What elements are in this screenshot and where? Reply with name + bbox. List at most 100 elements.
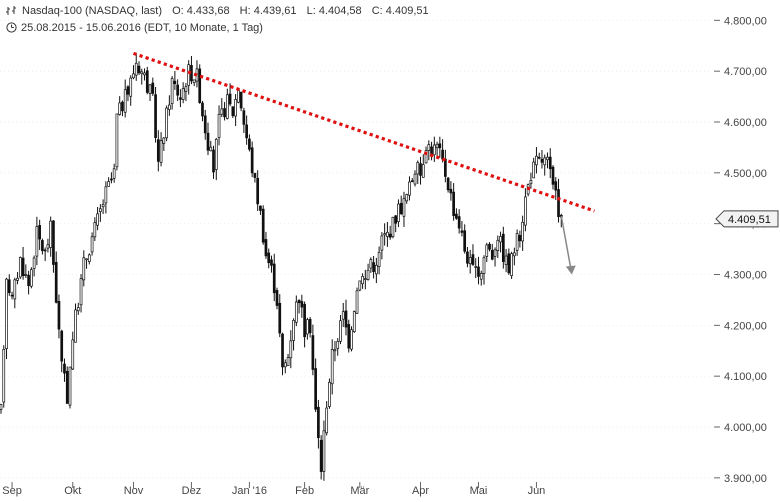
candle-down xyxy=(477,266,480,277)
high-value: 4.439,61 xyxy=(253,5,297,17)
candle-down xyxy=(54,261,58,303)
candle-down xyxy=(43,249,47,252)
candle-up xyxy=(535,155,538,166)
candle-up xyxy=(93,222,97,238)
candle-up xyxy=(49,220,53,248)
candle-up xyxy=(234,99,237,117)
candle-up xyxy=(375,264,378,275)
candle-up xyxy=(76,307,80,312)
candle-up xyxy=(286,357,290,366)
candle-down xyxy=(300,301,304,308)
candle-up xyxy=(140,71,144,75)
y-tick-label: 4.000,00 xyxy=(724,422,767,434)
candle-down xyxy=(488,243,491,250)
candle-up xyxy=(104,186,108,204)
candle-down xyxy=(223,108,226,118)
candle-up xyxy=(32,257,36,269)
candle-up xyxy=(143,72,146,76)
candle-down xyxy=(347,324,351,349)
candle-down xyxy=(272,263,276,294)
y-tick-label: 4.600,00 xyxy=(724,117,767,129)
candle-up xyxy=(132,73,135,79)
candle-down xyxy=(121,101,124,112)
candle-up xyxy=(165,107,168,139)
candle-down xyxy=(557,189,560,217)
candle-up xyxy=(328,381,331,407)
projection-arrow-line[interactable] xyxy=(560,215,572,269)
candle-up xyxy=(330,349,334,385)
candle-up xyxy=(24,274,28,276)
candle-down xyxy=(449,188,453,194)
candle-down xyxy=(137,65,141,74)
candle-down xyxy=(242,110,246,125)
open-label: O: xyxy=(172,5,184,17)
candle-up xyxy=(336,341,340,349)
candle-down xyxy=(438,143,442,149)
candle-down xyxy=(126,86,130,95)
candle-up xyxy=(115,113,119,168)
candle-up xyxy=(68,366,72,406)
last-value-tag[interactable] xyxy=(715,210,779,228)
candle-down xyxy=(460,230,464,233)
candle-down xyxy=(173,80,177,85)
candle-up xyxy=(424,150,428,164)
candle-up xyxy=(427,144,431,151)
candle-up xyxy=(5,278,8,349)
candle-up xyxy=(333,349,337,352)
candle-up xyxy=(383,233,386,236)
candle-up xyxy=(386,231,389,237)
x-tick-label: Dez xyxy=(182,485,202,497)
projection-arrow-head[interactable] xyxy=(565,265,576,275)
candle-up xyxy=(468,257,472,265)
candle-up xyxy=(129,77,133,97)
candle-up xyxy=(306,319,309,335)
candle-up xyxy=(513,252,516,257)
candle-up xyxy=(71,339,75,370)
candle-up xyxy=(543,157,547,166)
x-tick-label: Jun xyxy=(528,485,546,497)
candle-up xyxy=(82,257,86,281)
candle-down xyxy=(278,302,282,334)
candle-up xyxy=(217,113,221,138)
candle-down xyxy=(63,363,66,374)
candle-up xyxy=(192,79,196,84)
candle-up xyxy=(485,244,489,257)
candle-up xyxy=(482,257,486,274)
last-value-label: 4.409,51 xyxy=(728,214,771,226)
candle-up xyxy=(87,254,91,262)
candle-up xyxy=(322,430,326,472)
candle-up xyxy=(358,280,362,291)
candle-up xyxy=(380,235,384,251)
candle-up xyxy=(496,239,500,251)
y-tick-label: 4.300,00 xyxy=(724,270,767,282)
candle-up xyxy=(159,140,163,163)
instrument-name: Nasdaq-100 (NASDAQ, last) xyxy=(22,5,162,17)
candle-up xyxy=(79,278,83,306)
clock-icon xyxy=(6,22,17,33)
date-range-line: 25.08.2015 - 15.06.2016 (EDT, 10 Monate,… xyxy=(6,22,263,34)
candle-up xyxy=(214,138,218,170)
candle-up xyxy=(2,349,6,403)
candle-down xyxy=(267,252,271,264)
candle-up xyxy=(341,311,345,320)
candle-down xyxy=(212,149,215,173)
candle-down xyxy=(314,368,317,410)
candle-down xyxy=(52,220,55,265)
y-tick-label: 4.200,00 xyxy=(724,320,767,332)
resistance-trendline[interactable] xyxy=(132,51,595,213)
candle-up xyxy=(118,102,122,115)
candle-down xyxy=(250,147,254,174)
candle-down xyxy=(264,239,268,257)
candle-down xyxy=(38,225,41,240)
candle-up xyxy=(416,162,420,175)
candle-down xyxy=(303,303,306,338)
x-axis: Sep Okt Nov Dez Jan '16 Feb Mär Apr Mai Jun xyxy=(2,482,545,497)
candle-down xyxy=(10,294,14,297)
candle-down xyxy=(344,310,348,328)
last-value-marker[interactable]: 4.409,51 xyxy=(715,210,779,228)
candle-up xyxy=(546,156,549,161)
candle-down xyxy=(253,173,257,178)
candle-up xyxy=(515,233,519,251)
candle-up xyxy=(432,144,436,156)
